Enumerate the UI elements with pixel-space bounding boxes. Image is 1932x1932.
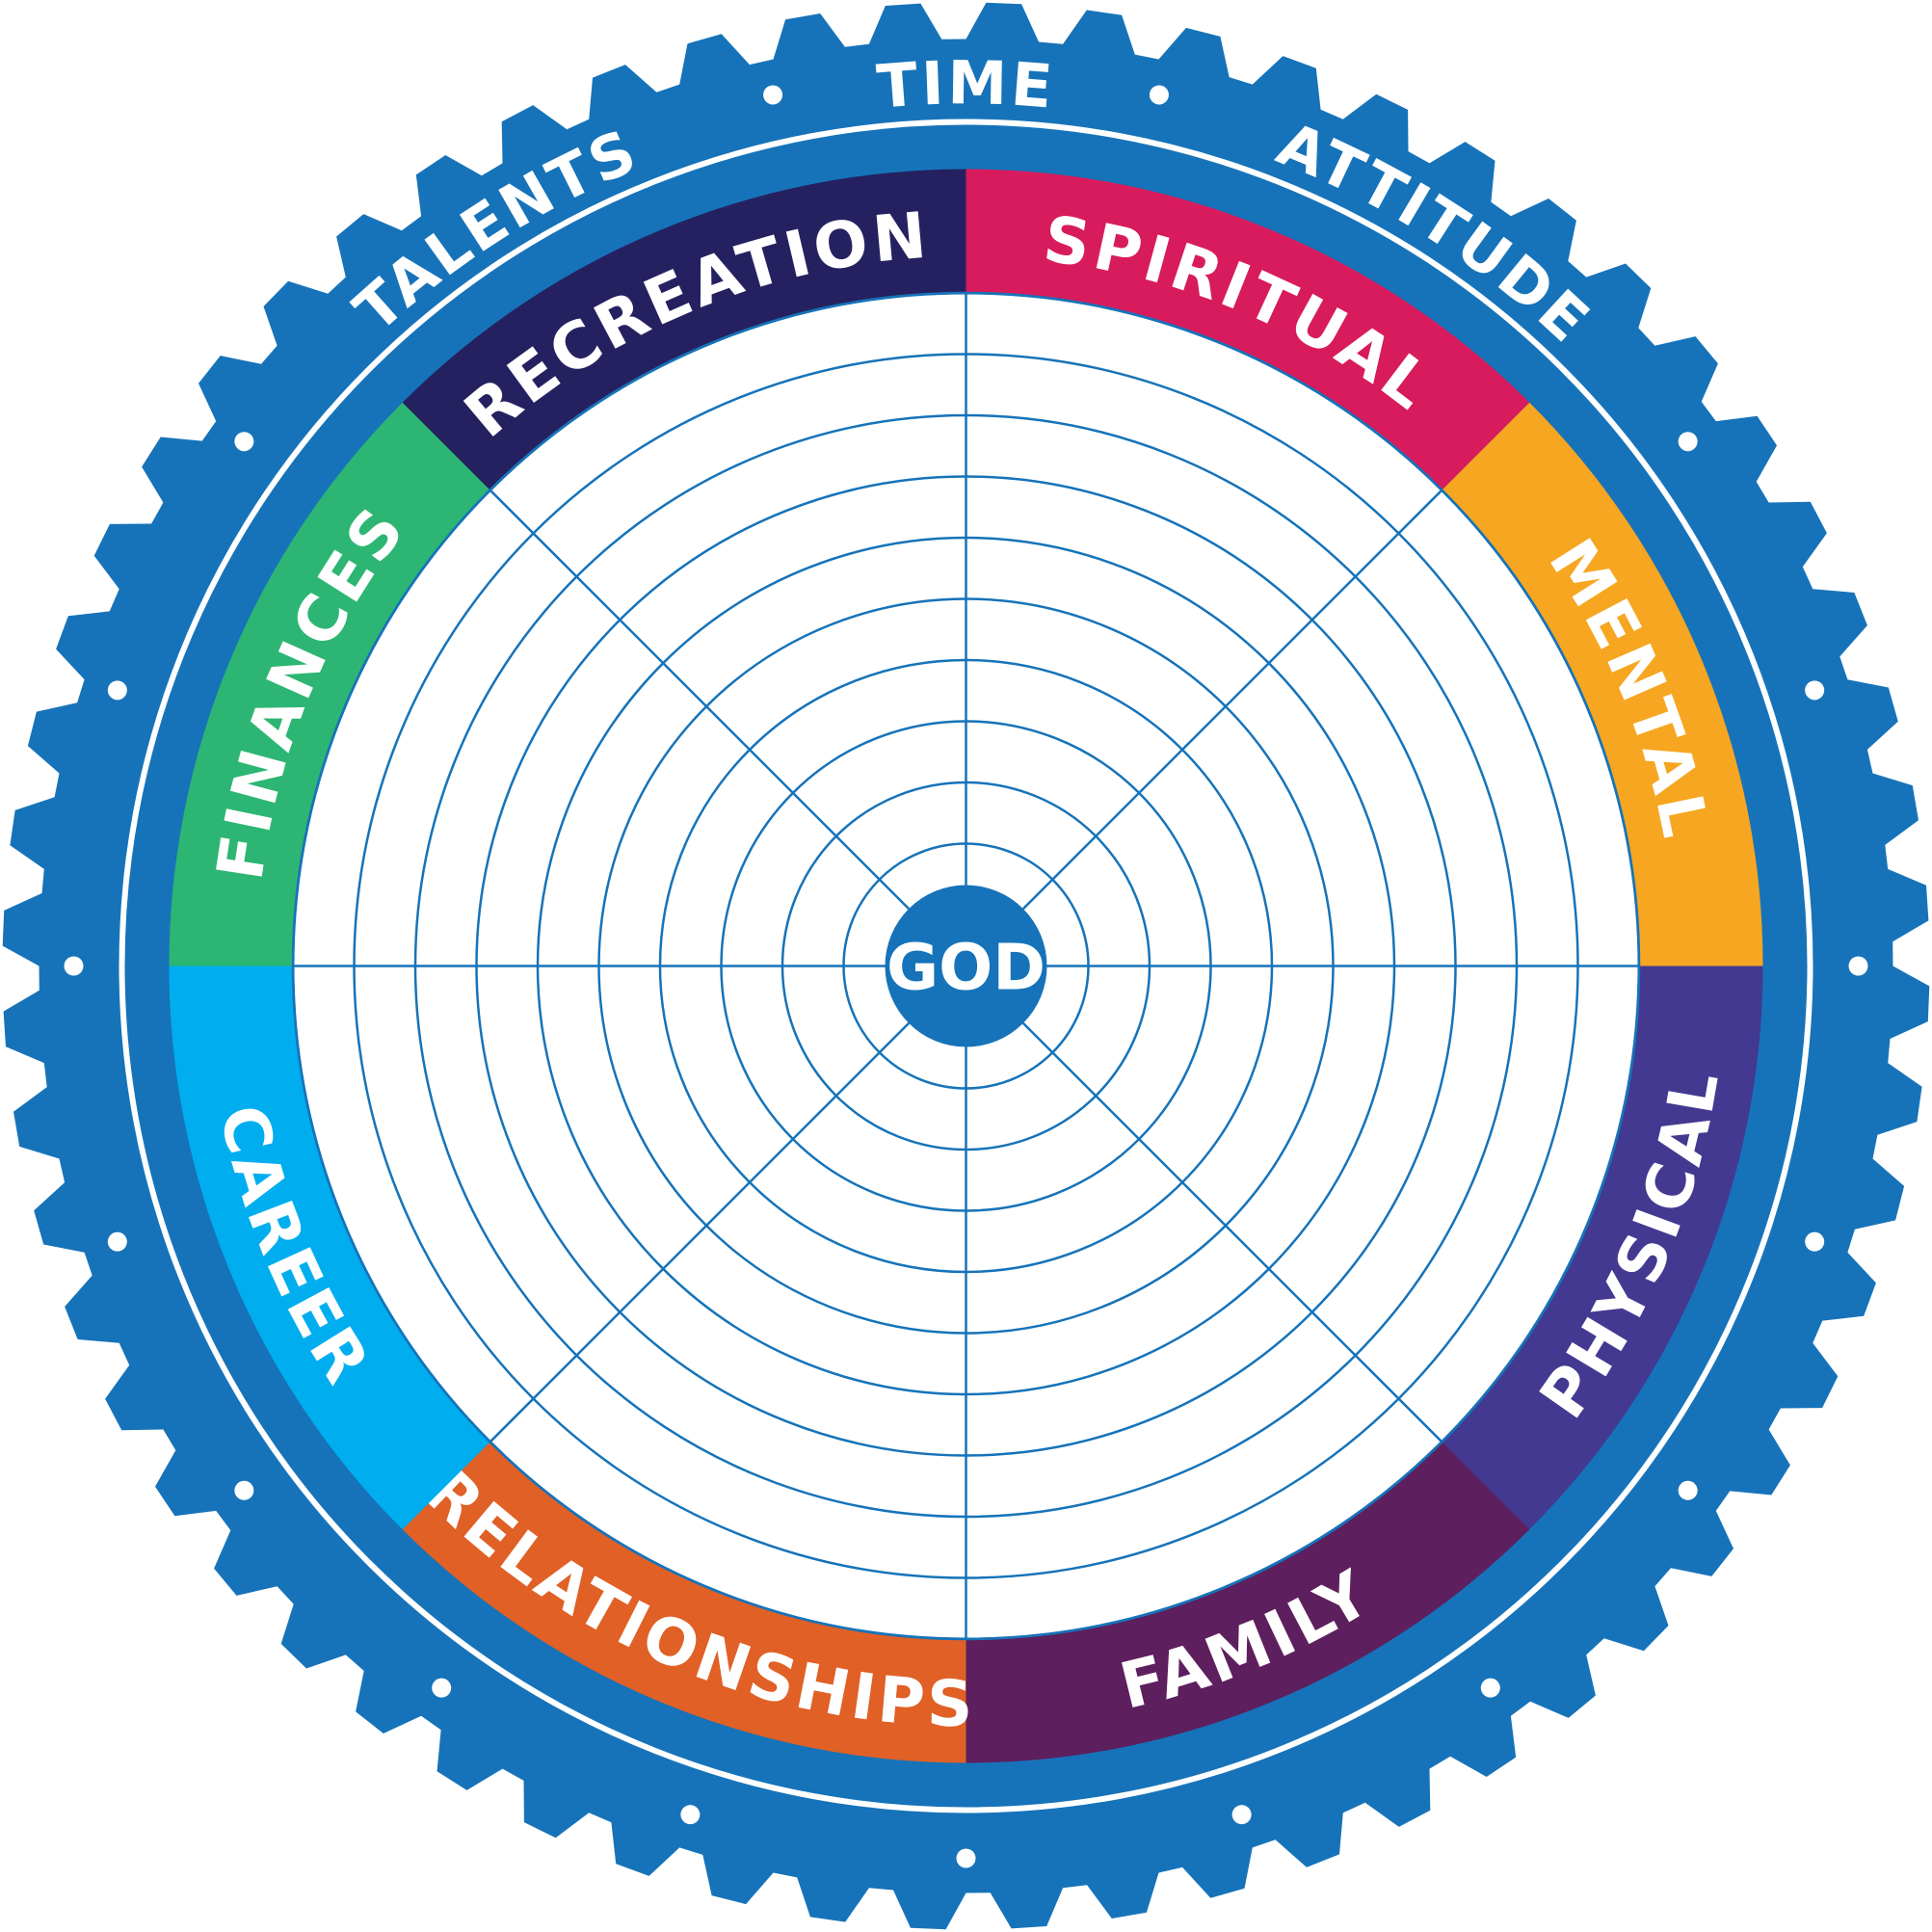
decor-dot: [1480, 1678, 1500, 1698]
decor-dot: [1149, 85, 1169, 105]
ring: [291, 291, 1641, 1641]
segment: [402, 1442, 966, 1763]
spoke: [490, 490, 910, 910]
decor-dot: [432, 1678, 452, 1698]
segment: [402, 169, 966, 490]
segment: [169, 966, 490, 1530]
segment: [1442, 402, 1763, 966]
decor-dot: [1805, 680, 1825, 701]
segment: [966, 1442, 1530, 1763]
decor-dot: [1678, 1480, 1698, 1500]
segment: [169, 402, 490, 966]
decor-dot: [1805, 1231, 1825, 1252]
outer-label: TIME: [874, 47, 1057, 122]
decor-dot: [234, 1480, 254, 1500]
decor-dot: [1231, 1805, 1252, 1825]
decor-dot: [1848, 956, 1868, 976]
spoke: [1022, 1022, 1442, 1442]
spoke: [490, 1022, 910, 1442]
segment: [966, 169, 1530, 490]
decor-dot: [107, 1231, 127, 1252]
decor-dot: [763, 85, 783, 105]
segment: [1442, 966, 1763, 1530]
ring-line: [119, 119, 1813, 1813]
spoke: [1022, 490, 1442, 910]
decor-dot: [956, 1848, 976, 1868]
decor-dot: [234, 432, 254, 452]
decor-dot: [64, 956, 84, 976]
decor-dot: [107, 680, 127, 701]
center-label: GOD: [887, 931, 1045, 1005]
decor-dot: [680, 1805, 701, 1825]
center-disc: [885, 885, 1047, 1047]
decor-dot: [1678, 432, 1698, 452]
